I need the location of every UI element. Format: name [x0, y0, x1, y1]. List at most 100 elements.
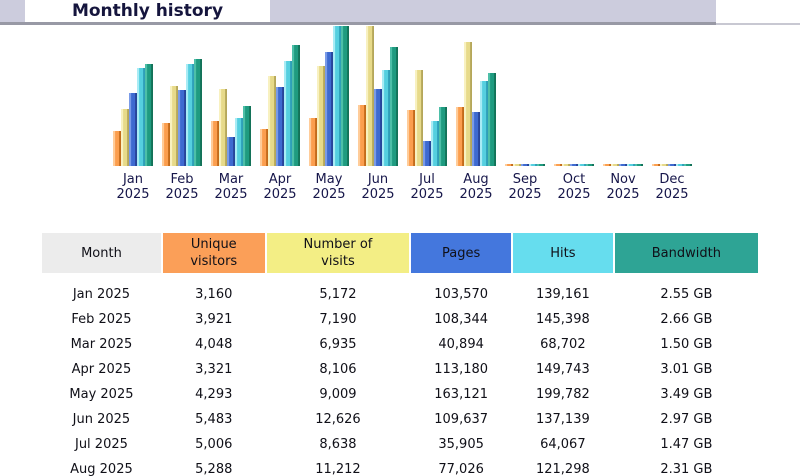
bar-unique-visitors — [652, 164, 660, 166]
cell-unique-visitors: 5,006 — [162, 432, 265, 457]
cell-hits: 121,298 — [513, 457, 613, 476]
bar-hits — [529, 164, 537, 166]
bar-bandwidth — [292, 45, 300, 166]
bar-hits — [382, 70, 390, 166]
bar-pages — [325, 52, 333, 166]
bar-number-of-visits — [611, 164, 619, 166]
bar-group-oct-2025 — [554, 26, 594, 166]
cell-unique-visitors: 4,048 — [162, 332, 265, 357]
month-year: 2025 — [410, 187, 444, 202]
monthly-history-bar-chart — [0, 26, 716, 166]
month-year: 2025 — [214, 187, 248, 202]
month-name: Apr — [268, 172, 292, 187]
bar-hits — [676, 164, 684, 166]
month-year: 2025 — [312, 187, 346, 202]
month-year: 2025 — [459, 187, 493, 202]
table-row-may-2025: May 2025 4,293 9,009 163,121 199,782 3.49 GB — [42, 382, 758, 407]
month-label-sep: Sep 2025 — [500, 172, 550, 202]
bar-number-of-visits — [562, 164, 570, 166]
bar-unique-visitors — [456, 107, 464, 166]
bar-unique-visitors — [162, 123, 170, 166]
bar-bandwidth — [439, 107, 447, 166]
cell-bandwidth: 1.47 GB — [614, 432, 758, 457]
month-name: Jun — [367, 172, 389, 187]
cell-bandwidth: 3.49 GB — [614, 382, 758, 407]
cell-unique-visitors: 3,921 — [162, 307, 265, 332]
month-label-dec: Dec 2025 — [647, 172, 697, 202]
bar-number-of-visits — [121, 109, 129, 166]
bar-bandwidth — [586, 164, 594, 166]
month-year: 2025 — [557, 187, 591, 202]
bar-unique-visitors — [505, 164, 513, 166]
cell-month: Mar 2025 — [42, 332, 161, 357]
bar-unique-visitors — [407, 110, 415, 166]
bar-pages — [619, 164, 627, 166]
bar-group-aug-2025 — [456, 26, 496, 166]
month-name: Aug — [463, 172, 489, 187]
bar-hits — [431, 121, 439, 166]
table-row-jan-2025: Jan 2025 3,160 5,172 103,570 139,161 2.55 GB — [42, 273, 758, 307]
column-header-month: Month — [42, 233, 161, 273]
bar-group-apr-2025 — [260, 26, 300, 166]
bar-number-of-visits — [317, 66, 325, 166]
bar-hits — [627, 164, 635, 166]
bar-hits — [186, 64, 194, 166]
bar-group-jul-2025 — [407, 26, 447, 166]
month-name: Mar — [218, 172, 244, 187]
cell-number-of-visits: 8,106 — [266, 357, 410, 382]
bar-bandwidth — [194, 59, 202, 166]
cell-bandwidth: 2.97 GB — [614, 407, 758, 432]
bar-pages — [472, 112, 480, 166]
month-year: 2025 — [508, 187, 542, 202]
month-name: Feb — [170, 172, 194, 187]
bar-number-of-visits — [268, 76, 276, 166]
month-label-jan: Jan 2025 — [108, 172, 158, 202]
cell-pages: 77,026 — [411, 457, 511, 476]
section-title-bar: Monthly history — [0, 0, 716, 25]
bar-hits — [284, 61, 292, 166]
bar-group-may-2025 — [309, 26, 349, 166]
month-year: 2025 — [361, 187, 395, 202]
bar-unique-visitors — [113, 131, 121, 166]
cell-bandwidth: 1.50 GB — [614, 332, 758, 357]
monthly-history-table: Month Unique visitors Number of visits Pages H… — [40, 233, 760, 476]
cell-unique-visitors: 3,160 — [162, 273, 265, 307]
cell-bandwidth: 2.66 GB — [614, 307, 758, 332]
bar-bandwidth — [635, 164, 643, 166]
cell-unique-visitors: 5,483 — [162, 407, 265, 432]
cell-pages: 103,570 — [411, 273, 511, 307]
bar-bandwidth — [390, 47, 398, 166]
title-bar-right-spacer — [716, 0, 800, 25]
month-year: 2025 — [655, 187, 689, 202]
bar-number-of-visits — [415, 70, 423, 166]
bar-unique-visitors — [211, 121, 219, 166]
bar-pages — [374, 89, 382, 166]
cell-month: Apr 2025 — [42, 357, 161, 382]
bar-bandwidth — [145, 64, 153, 166]
bar-bandwidth — [243, 106, 251, 166]
bar-pages — [521, 164, 529, 166]
bar-hits — [578, 164, 586, 166]
table-row-apr-2025: Apr 2025 3,321 8,106 113,180 149,743 3.01 GB — [42, 357, 758, 382]
cell-hits: 68,702 — [513, 332, 613, 357]
month-name: May — [315, 172, 343, 187]
month-year: 2025 — [165, 187, 199, 202]
table-row-jul-2025: Jul 2025 5,006 8,638 35,905 64,067 1.47 GB — [42, 432, 758, 457]
cell-number-of-visits: 5,172 — [266, 273, 410, 307]
bar-bandwidth — [684, 164, 692, 166]
chart-month-labels: Jan 2025 Feb 2025 Mar 2025 Apr 2025 May 2025 Jun 20… — [0, 172, 716, 204]
month-label-may: May 2025 — [304, 172, 354, 202]
month-label-apr: Apr 2025 — [255, 172, 305, 202]
cell-pages: 109,637 — [411, 407, 511, 432]
cell-month: Jul 2025 — [42, 432, 161, 457]
cell-hits: 139,161 — [513, 273, 613, 307]
month-name: Dec — [659, 172, 685, 187]
month-year: 2025 — [263, 187, 297, 202]
column-header-pages: Pages — [411, 233, 511, 273]
bar-unique-visitors — [358, 105, 366, 166]
bar-group-feb-2025 — [162, 26, 202, 166]
cell-number-of-visits: 7,190 — [266, 307, 410, 332]
cell-number-of-visits: 6,935 — [266, 332, 410, 357]
cell-pages: 40,894 — [411, 332, 511, 357]
column-header-bandwidth: Bandwidth — [614, 233, 758, 273]
